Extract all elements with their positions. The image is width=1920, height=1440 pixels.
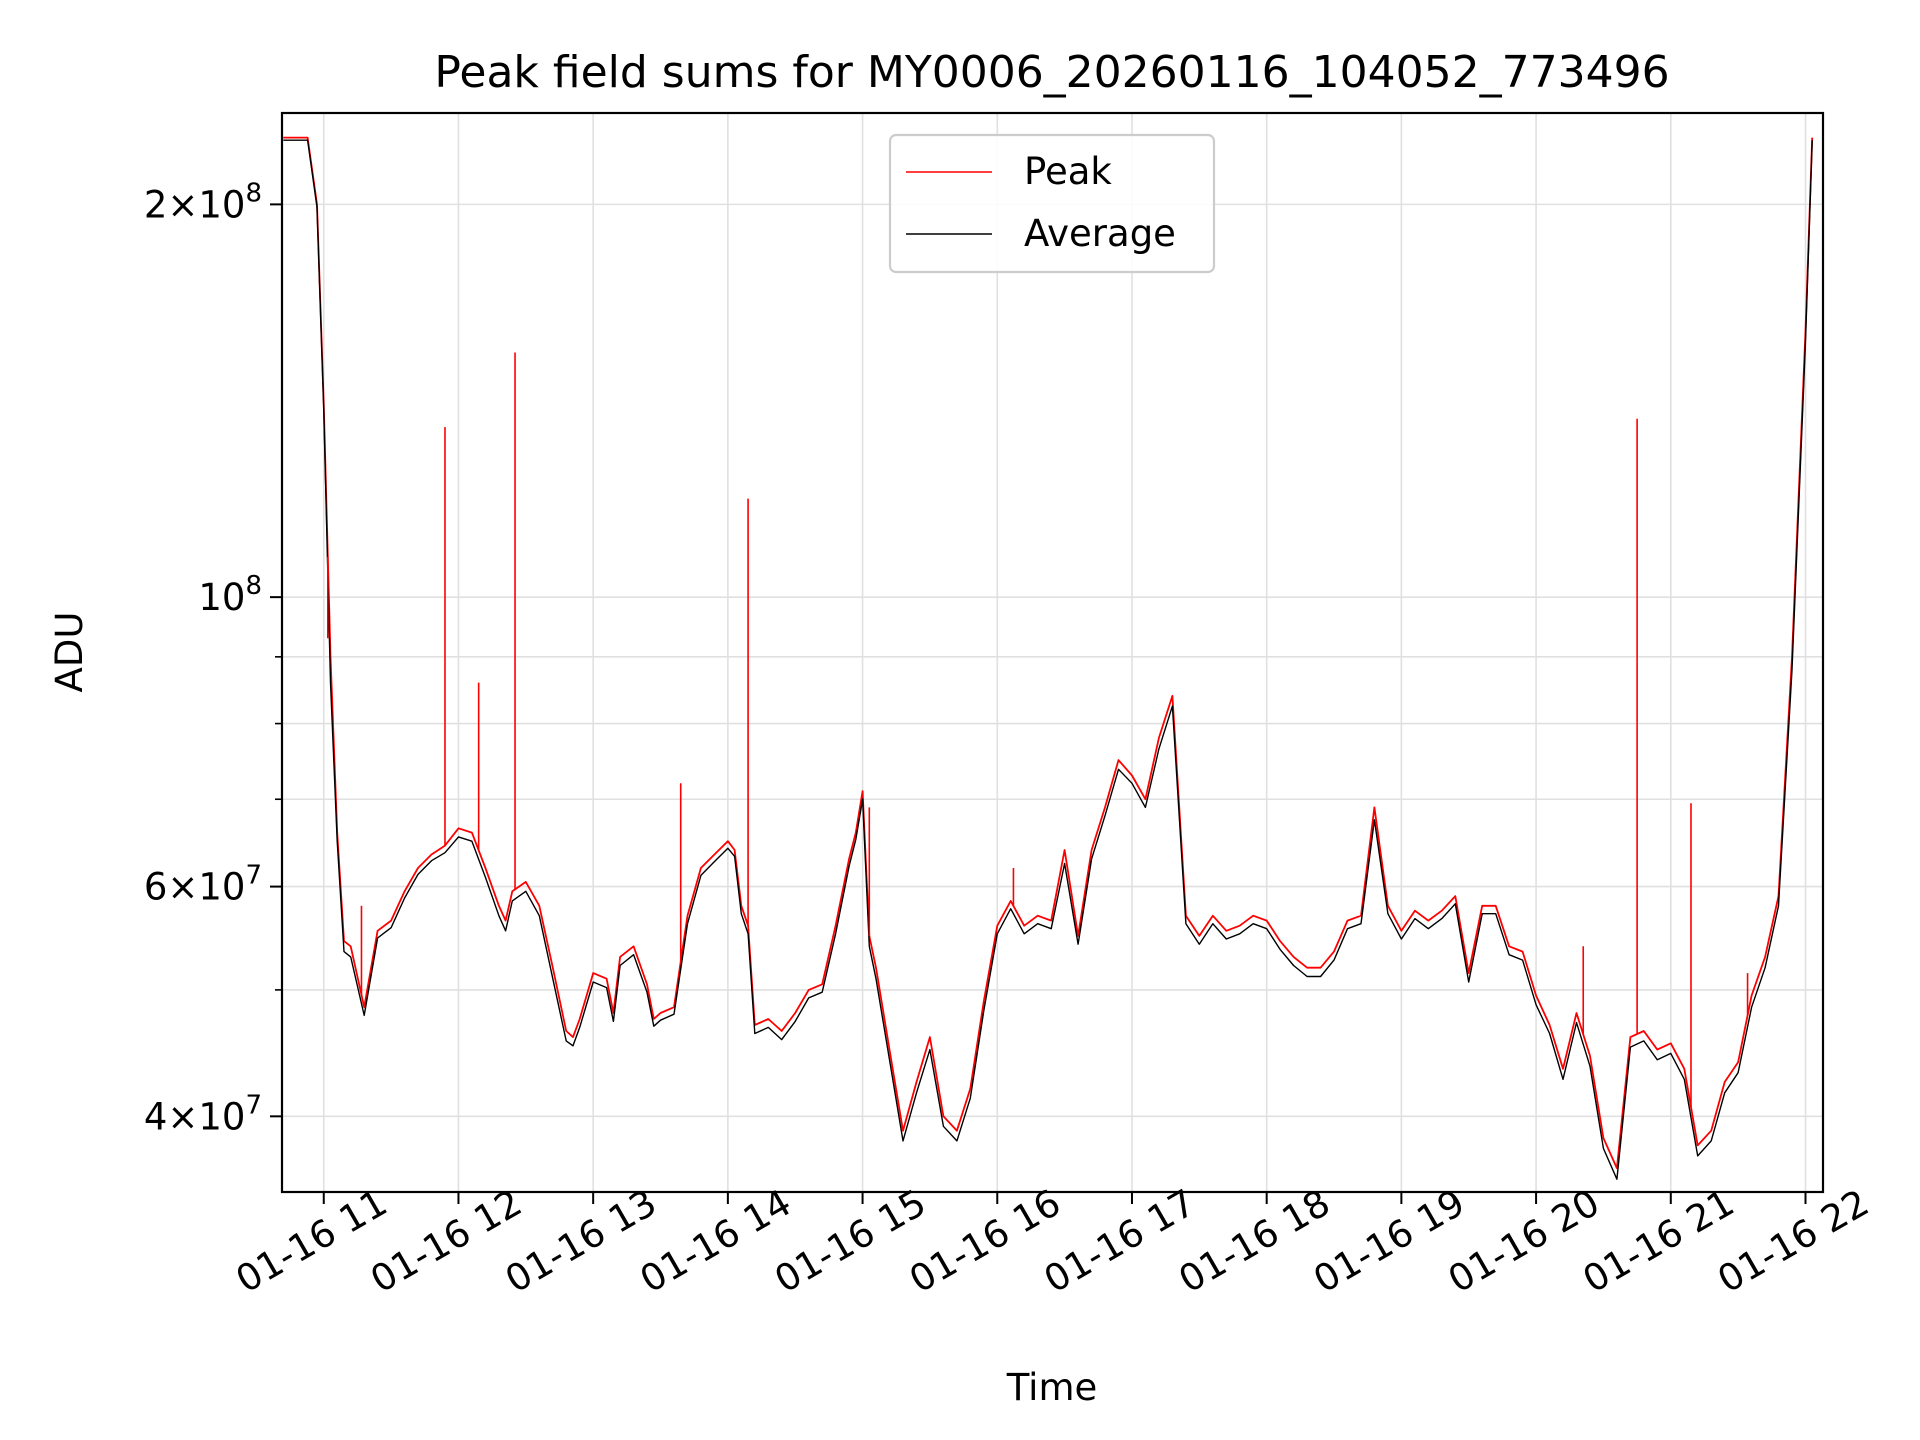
series-line-average [283, 139, 1813, 1180]
series-line-peak [283, 136, 1814, 1170]
legend: Peak Average [888, 133, 1216, 274]
series-layer [283, 136, 1814, 1180]
y-tick-label: 6×107 [144, 861, 262, 909]
plot-frame [280, 111, 1825, 1194]
legend-box [888, 133, 1216, 274]
y-tick-label: 2×108 [144, 178, 262, 226]
y-tick-label: 4×107 [144, 1090, 262, 1138]
x-axis-label: Time [1006, 1366, 1098, 1409]
y-tick-label: 108 [198, 571, 262, 619]
legend-label-average: Average [1024, 212, 1176, 255]
grid-layer [282, 113, 1823, 1192]
y-axis-label: ADU [48, 612, 91, 693]
legend-label-peak: Peak [1024, 150, 1112, 193]
chart-title: Peak field sums for MY0006_20260116_1040… [434, 47, 1669, 98]
